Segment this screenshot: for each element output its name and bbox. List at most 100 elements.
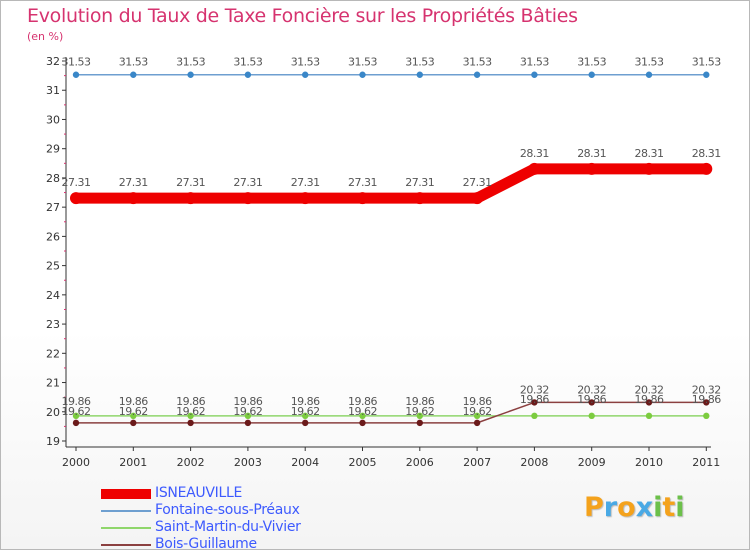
data-point-1-4: [302, 71, 309, 78]
y-tick-label-27: 27: [46, 201, 60, 214]
data-label-3-2: 19.62: [176, 405, 205, 418]
y-tick-label-26: 26: [46, 230, 60, 243]
logo-letter: x: [635, 492, 654, 523]
y-tick-label-29: 29: [46, 143, 60, 156]
data-point-0-7: [471, 192, 484, 205]
data-point-1-0: [72, 71, 80, 78]
y-tick-label-21: 21: [46, 377, 60, 390]
data-label-3-11: 20.32: [692, 383, 721, 396]
data-point-1-7: [473, 71, 481, 78]
data-point-2-7: [473, 412, 481, 420]
data-point-2-0: [72, 412, 80, 420]
data-label-3-5: 19.62: [348, 405, 377, 418]
data-point-0-2: [184, 192, 197, 205]
x-tick-label-2005: 2005: [349, 456, 377, 469]
data-point-0-10: [643, 162, 655, 175]
data-point-1-8: [531, 71, 538, 78]
data-label-0-5: 27.31: [348, 176, 377, 189]
data-point-2-10: [645, 412, 653, 420]
chart-title: Evolution du Taux de Taxe Foncière sur l…: [27, 5, 578, 27]
x-tick-label-2009: 2009: [578, 456, 606, 469]
data-point-2-2: [187, 412, 194, 420]
data-point-3-7: [473, 419, 481, 427]
data-point-2-3: [244, 412, 252, 420]
logo-letter: r: [603, 492, 618, 523]
data-label-3-0: 19.62: [62, 405, 91, 418]
data-label-3-3: 19.62: [233, 405, 262, 418]
data-point-2-9: [588, 412, 595, 420]
x-tick-label-2000: 2000: [62, 456, 90, 469]
x-tick-label-2001: 2001: [119, 456, 147, 469]
data-label-0-1: 27.31: [119, 176, 148, 189]
data-label-1-9: 31.53: [577, 56, 606, 69]
proxiti-logo: Proxiti: [584, 492, 685, 523]
data-point-3-9: [588, 399, 595, 406]
data-point-0-1: [127, 192, 140, 205]
data-point-3-10: [645, 399, 653, 406]
series-line-0: [70, 163, 712, 204]
legend-label-bois-guillaume: Bois-Guillaume: [155, 536, 257, 552]
data-label-2-5: 19.86: [348, 395, 377, 408]
logo-letter: o: [617, 492, 636, 523]
data-point-3-0: [72, 419, 80, 427]
legend-label-isneauville: ISNEAUVILLE: [155, 485, 243, 501]
data-label-2-2: 19.86: [176, 395, 205, 408]
data-label-0-2: 27.31: [176, 176, 205, 189]
x-tick-label-2003: 2003: [234, 456, 262, 469]
y-tick-label-19: 19: [46, 435, 60, 448]
data-label-1-6: 31.53: [405, 56, 434, 69]
data-point-0-5: [356, 192, 369, 205]
data-point-2-8: [531, 412, 538, 420]
data-label-2-3: 19.86: [233, 395, 262, 408]
data-label-2-8: 19.86: [520, 393, 549, 406]
logo-letter: i: [675, 492, 685, 523]
data-label-1-10: 31.53: [635, 56, 664, 69]
data-point-1-10: [645, 71, 653, 78]
data-label-2-1: 19.86: [119, 395, 148, 408]
data-label-1-4: 31.53: [291, 56, 320, 69]
y-tick-label-23: 23: [46, 318, 60, 331]
data-label-0-11: 28.31: [692, 147, 721, 160]
y-tick-label-24: 24: [46, 289, 60, 302]
data-label-0-6: 27.31: [405, 176, 434, 189]
data-point-3-11: [703, 399, 710, 406]
data-label-0-4: 27.31: [291, 176, 320, 189]
data-point-2-6: [416, 412, 423, 420]
data-point-1-11: [703, 71, 710, 78]
data-label-1-1: 31.53: [119, 56, 148, 69]
data-point-1-9: [588, 71, 595, 78]
legend-swatch-bois-guillaume: [101, 544, 151, 546]
data-point-3-8: [531, 399, 538, 406]
data-label-0-9: 28.31: [577, 147, 606, 160]
data-label-1-7: 31.53: [463, 56, 492, 69]
data-point-3-4: [302, 419, 309, 427]
data-label-3-6: 19.62: [405, 405, 434, 418]
data-point-3-5: [359, 419, 366, 427]
data-label-2-9: 19.86: [577, 393, 606, 406]
legend-swatch-saint-martin: [101, 527, 151, 529]
data-point-3-6: [416, 419, 423, 427]
data-point-3-2: [187, 419, 194, 427]
y-tick-label-22: 22: [46, 347, 60, 360]
data-label-3-4: 19.62: [291, 405, 320, 418]
data-point-1-3: [244, 71, 252, 78]
data-label-0-8: 28.31: [520, 147, 549, 160]
data-point-1-5: [359, 71, 366, 78]
y-unit-label: (en %): [27, 30, 64, 43]
data-point-2-5: [359, 412, 366, 420]
x-tick-label-2008: 2008: [520, 456, 548, 469]
data-point-0-6: [413, 192, 426, 205]
data-label-0-10: 28.31: [635, 147, 664, 160]
data-label-2-10: 19.86: [635, 393, 664, 406]
data-label-3-9: 20.32: [577, 383, 606, 396]
data-label-1-3: 31.53: [233, 56, 262, 69]
data-label-2-7: 19.86: [463, 395, 492, 408]
y-tick-label-25: 25: [46, 260, 60, 273]
data-point-1-6: [416, 71, 423, 78]
data-label-1-8: 31.53: [520, 56, 549, 69]
logo-letter: P: [584, 492, 604, 523]
data-label-2-11: 19.86: [692, 393, 721, 406]
data-point-2-11: [703, 412, 710, 420]
data-label-0-7: 27.31: [463, 176, 492, 189]
